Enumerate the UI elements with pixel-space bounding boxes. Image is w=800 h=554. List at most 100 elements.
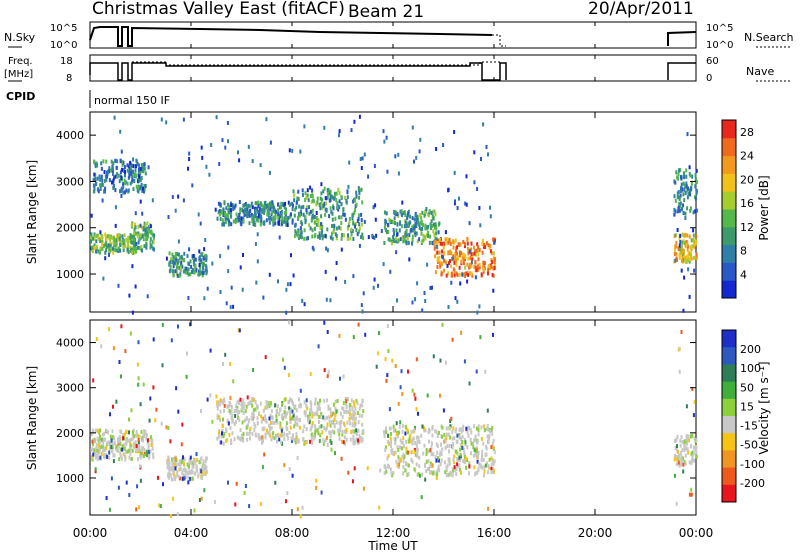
echo-cell <box>94 467 97 472</box>
echo-cell <box>135 433 138 438</box>
echo-cell <box>262 204 265 209</box>
echo-cell <box>432 209 435 214</box>
echo-cell <box>244 202 247 206</box>
echo-cell <box>411 388 414 393</box>
echo-cell <box>335 198 338 203</box>
echo-cell <box>344 396 347 401</box>
echo-cell <box>101 234 104 239</box>
echo-cell <box>227 421 230 426</box>
echo-cell <box>479 335 482 340</box>
echo-cell <box>330 210 333 215</box>
echo-cell <box>130 456 133 461</box>
echo-cell <box>315 211 318 215</box>
echo-cell <box>416 454 419 459</box>
echo-cell <box>180 263 183 268</box>
echo-cell <box>230 405 233 410</box>
echo-cell <box>383 433 386 438</box>
echo-cell <box>204 463 207 468</box>
echo-cell <box>681 448 684 453</box>
echo-cell <box>451 436 454 441</box>
echo-cell <box>149 240 152 245</box>
echo-cell <box>380 229 383 233</box>
echo-cell <box>491 425 494 430</box>
echo-cell <box>444 445 447 450</box>
echo-cell <box>142 454 145 458</box>
echo-cell <box>334 451 336 456</box>
echo-cell <box>170 465 173 470</box>
echo-cell <box>679 239 682 244</box>
echo-cell <box>172 255 175 260</box>
echo-cell <box>133 227 136 232</box>
echo-cell <box>688 165 691 170</box>
echo-cell <box>682 174 685 179</box>
echo-cell <box>209 393 212 398</box>
echo-cell <box>272 222 275 227</box>
echo-cell <box>173 462 176 467</box>
echo-cell <box>396 212 399 217</box>
echo-cell <box>279 214 282 219</box>
echo-cell <box>406 213 409 218</box>
echo-cell <box>492 332 494 337</box>
echo-cell <box>131 264 134 269</box>
echo-cell <box>311 214 314 219</box>
echo-cell <box>426 467 429 472</box>
echo-cell <box>331 236 334 241</box>
echo-cell <box>136 188 139 193</box>
echo-cell <box>294 229 297 234</box>
echo-cell <box>445 468 448 473</box>
nsky-label: N.Sky <box>4 31 36 44</box>
echo-cell <box>167 215 170 219</box>
echo-cell <box>436 258 439 263</box>
echo-cell <box>456 206 459 210</box>
echo-cell <box>229 361 232 366</box>
echo-cell <box>256 201 259 206</box>
echo-cell <box>350 398 353 403</box>
echo-cell <box>684 216 687 220</box>
echo-cell <box>291 218 294 223</box>
echo-cell <box>242 203 245 208</box>
echo-cell <box>311 410 314 415</box>
echo-cell <box>427 231 430 235</box>
echo-cell <box>162 482 164 487</box>
echo-cell <box>112 235 115 240</box>
echo-cell <box>349 415 352 420</box>
echo-cell <box>152 337 155 342</box>
echo-cell <box>413 228 416 233</box>
echo-cell <box>339 376 341 381</box>
echo-cell <box>438 237 441 242</box>
echo-cell <box>127 250 130 255</box>
echo-cell <box>308 420 311 425</box>
echo-cell <box>431 426 434 431</box>
echo-cell <box>306 205 308 210</box>
echo-cell <box>284 201 286 206</box>
echo-cell <box>307 418 309 423</box>
echo-cell <box>341 233 344 237</box>
echo-cell <box>423 426 425 431</box>
echo-cell <box>459 281 462 286</box>
echo-cell <box>150 230 153 234</box>
echo-cell <box>219 440 221 445</box>
echo-cell <box>247 144 250 149</box>
echo-cell <box>285 421 288 426</box>
echo-cell <box>435 470 438 475</box>
echo-cell <box>230 415 233 420</box>
echo-cell <box>287 373 290 378</box>
echo-cell <box>470 271 473 276</box>
echo-cell <box>294 417 297 422</box>
power-colorbar-label: Power [dB] <box>757 175 771 240</box>
echo-cell <box>432 229 435 234</box>
echo-cell <box>340 247 343 252</box>
echo-cell <box>477 450 480 455</box>
echo-cell <box>205 271 208 276</box>
echo-cell <box>414 425 416 430</box>
echo-cell <box>484 428 487 433</box>
echo-cell <box>252 412 255 417</box>
echo-cell <box>122 244 125 249</box>
echo-cell <box>435 430 438 435</box>
echo-cell <box>264 432 267 437</box>
echo-cell <box>138 246 141 250</box>
echo-cell <box>340 439 343 444</box>
echo-cell <box>362 409 365 414</box>
echo-cell <box>202 466 205 470</box>
echo-cell <box>109 442 112 447</box>
